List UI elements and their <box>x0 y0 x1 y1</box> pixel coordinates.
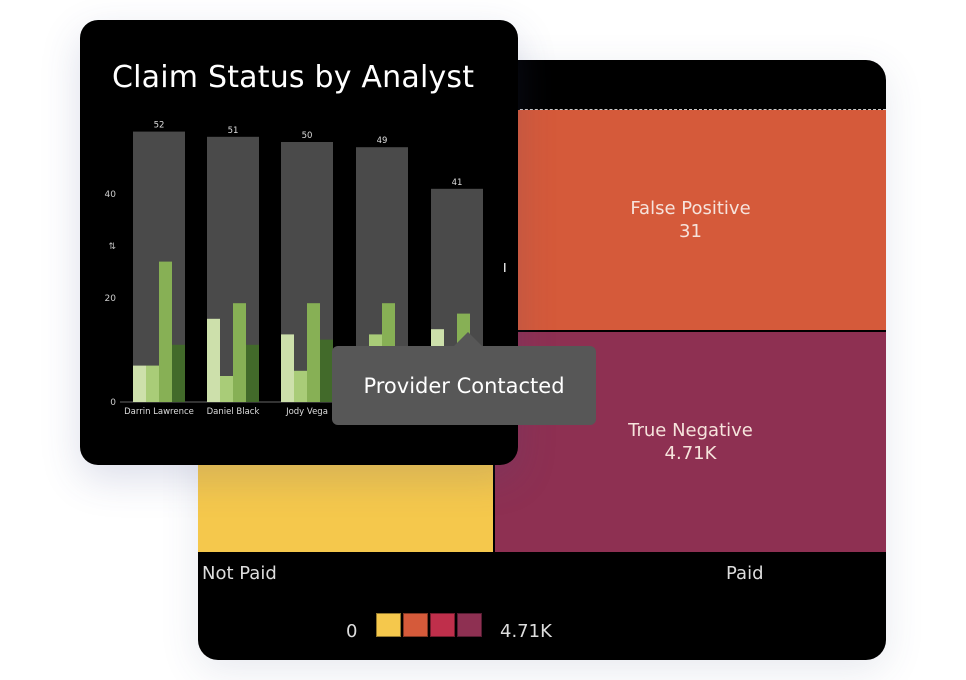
x-label-paid: Paid <box>726 563 764 584</box>
y-tick-label: 20 <box>105 294 117 304</box>
status-bar <box>246 344 259 402</box>
cell-label: False Positive <box>630 198 751 219</box>
status-bar <box>220 376 233 402</box>
total-label: 50 <box>302 131 313 141</box>
divider <box>495 109 886 110</box>
status-bar <box>233 303 246 402</box>
y-tick-label: 40 <box>105 190 117 200</box>
legend-min: 0 <box>346 621 358 642</box>
category-label: Jody Vega <box>285 407 328 417</box>
sort-icon: ⇅ <box>108 242 116 252</box>
treemap-cell-false-positive[interactable]: False Positive 31 <box>495 110 886 330</box>
cell-value: 31 <box>679 221 702 242</box>
status-bar <box>172 344 185 402</box>
total-label: 49 <box>377 136 388 146</box>
status-bar <box>294 370 307 402</box>
legend-swatch <box>376 613 401 637</box>
cursor-mark <box>504 263 506 272</box>
status-bar <box>133 365 146 402</box>
status-bar <box>159 261 172 402</box>
legend-swatch <box>457 613 482 637</box>
status-bar <box>307 303 320 402</box>
category-label: Daniel Black <box>207 407 260 417</box>
x-label-not-paid: Not Paid <box>202 563 277 584</box>
chart-title: Claim Status by Analyst <box>112 60 475 95</box>
status-bar <box>207 318 220 402</box>
cell-label: True Negative <box>628 420 753 441</box>
cell-value: 4.71K <box>664 443 717 464</box>
category-label: Darrin Lawrence <box>124 407 194 417</box>
legend-max: 4.71K <box>500 621 552 642</box>
total-label: 51 <box>228 126 239 136</box>
status-bar <box>281 334 294 402</box>
status-bar <box>320 339 333 402</box>
y-tick-label: 0 <box>110 398 116 408</box>
color-legend <box>376 613 482 637</box>
total-label: 41 <box>452 178 463 188</box>
legend-swatch <box>403 613 428 637</box>
status-bar <box>146 365 159 402</box>
total-label: 52 <box>154 121 165 131</box>
legend-swatch <box>430 613 455 637</box>
tooltip: Provider Contacted <box>332 332 596 425</box>
